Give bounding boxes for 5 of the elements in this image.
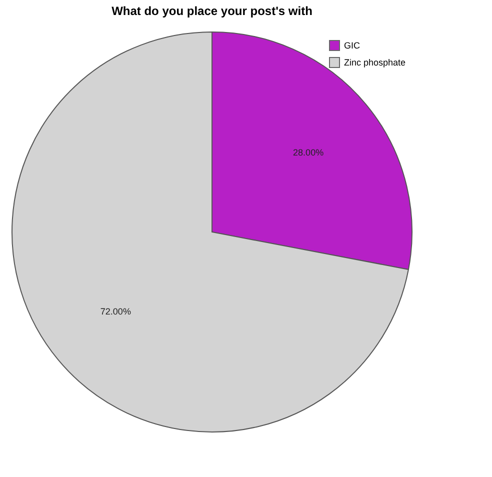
legend-label: GIC — [344, 40, 360, 50]
legend-label: Zinc phosphate — [344, 58, 406, 68]
data-label: 72.00% — [100, 306, 131, 317]
data-label: 28.00% — [293, 147, 324, 158]
chart-title: What do you place your post's with — [112, 4, 312, 18]
